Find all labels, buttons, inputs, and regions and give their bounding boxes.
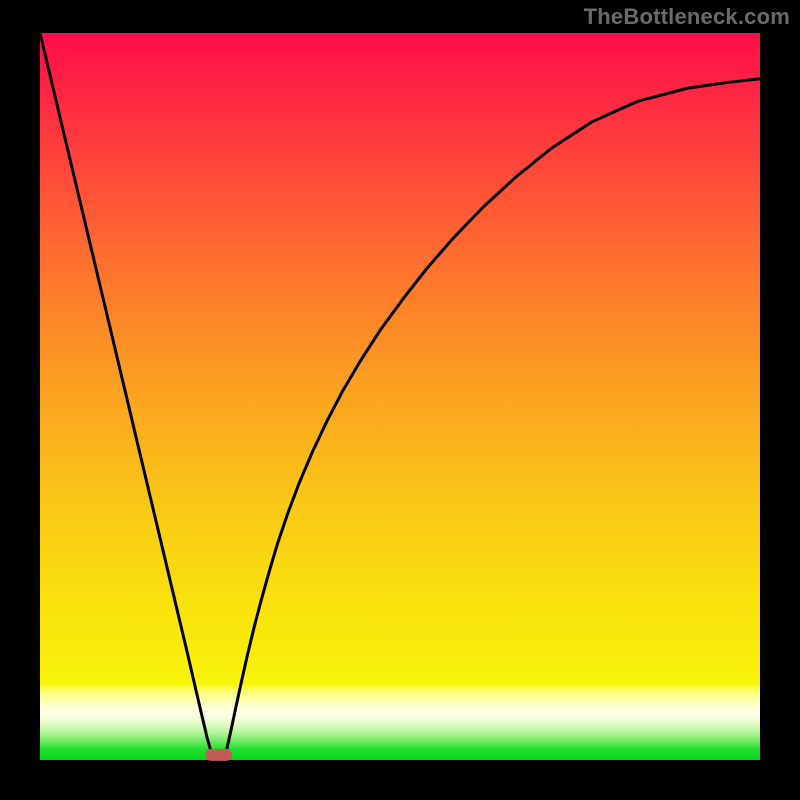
- plot-area: [40, 33, 760, 760]
- watermark-text: TheBottleneck.com: [584, 4, 790, 30]
- plot-svg: [40, 33, 760, 760]
- chart-container: TheBottleneck.com: [0, 0, 800, 800]
- vertex-marker: [205, 749, 232, 761]
- gradient-background: [40, 33, 760, 760]
